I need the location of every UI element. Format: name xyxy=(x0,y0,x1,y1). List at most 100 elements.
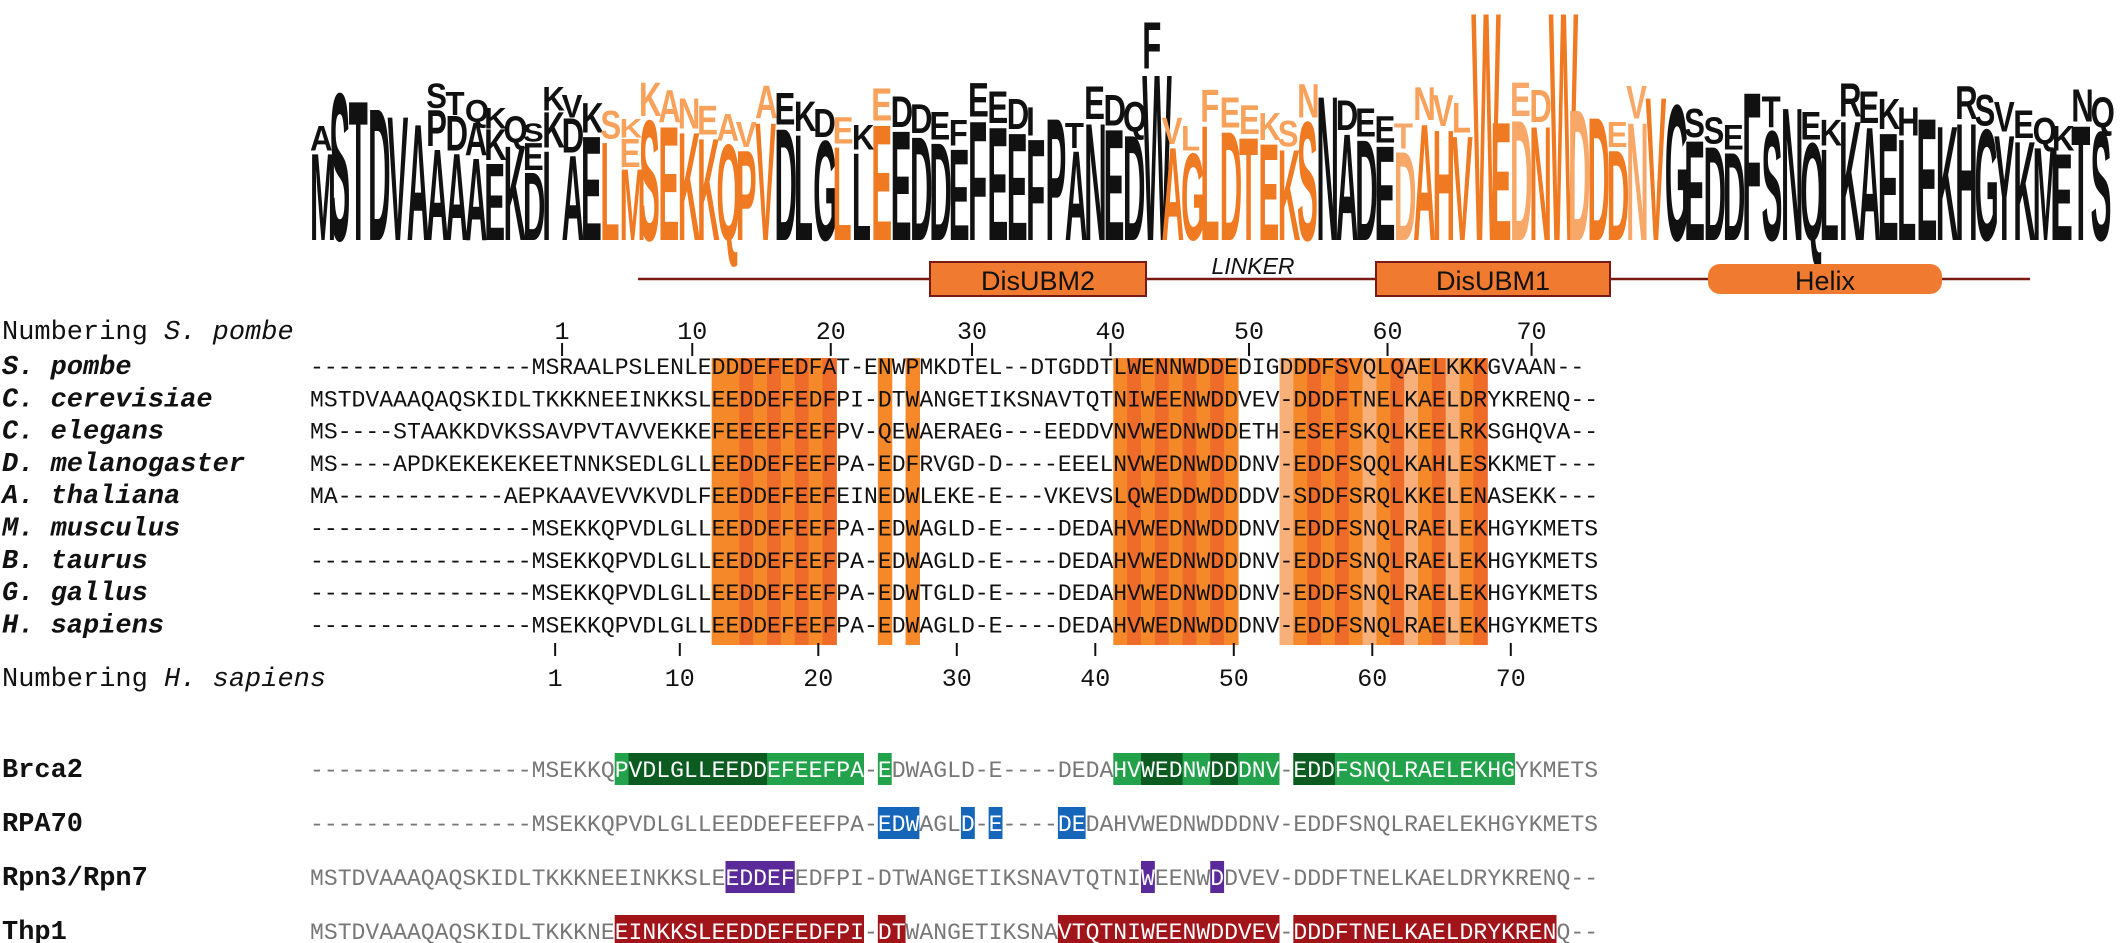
interaction-name: Rpn3/Rpn7 xyxy=(2,864,148,894)
logo-letter: D xyxy=(891,88,914,138)
logo-letter: N xyxy=(678,90,701,138)
conservation-column xyxy=(905,358,920,645)
numbering-top-tick: 30 xyxy=(957,318,987,347)
logo-letter: Q xyxy=(465,94,489,129)
numbering-top-label: Numbering S. pombe xyxy=(2,318,294,348)
logo-letter: K xyxy=(620,114,643,144)
logo-letter: D xyxy=(523,152,546,261)
logo-letter: V xyxy=(1994,93,2015,141)
logo-letter: F xyxy=(1142,9,1161,83)
logo-letter: E xyxy=(871,91,892,276)
numbering-bottom-prefix: Numbering xyxy=(2,665,164,695)
logo-letter: Q xyxy=(716,117,740,270)
numbering-bottom-tick: 10 xyxy=(665,665,695,694)
logo-letter: L xyxy=(852,127,871,267)
logo-letter: M xyxy=(2033,119,2059,269)
logo-letter: D xyxy=(562,108,585,163)
logo-letter: N xyxy=(1316,54,1339,285)
logo-letter: D xyxy=(1607,123,1630,267)
logo-letter: Y xyxy=(1994,106,2015,274)
logo-letter: D xyxy=(1220,99,1243,274)
logo-letter: S xyxy=(639,86,660,278)
logo-letter: K xyxy=(639,72,662,127)
numbering-bottom-tick: 50 xyxy=(1219,665,1249,694)
logo-letter: A xyxy=(658,81,681,133)
logo-letter: M xyxy=(310,129,336,268)
conservation-column xyxy=(711,358,727,645)
logo-letter: D xyxy=(929,114,952,270)
conservation-column xyxy=(1404,358,1419,645)
logo-letter: E xyxy=(775,85,796,135)
logo-letter: N xyxy=(1413,79,1436,131)
numbering-top: Numbering S. pombe 1 10 20 30 40 50 60 70 xyxy=(2,318,1547,356)
logo-letter: N xyxy=(2071,80,2094,132)
logo-letter: F xyxy=(1742,50,1761,286)
logo-letter: P xyxy=(1045,81,1066,277)
logo-letter: E xyxy=(1607,115,1628,156)
logo-letter: K xyxy=(2013,112,2036,271)
interaction-core-span xyxy=(628,753,768,785)
logo-letter: E xyxy=(658,91,679,274)
logo-letter: K xyxy=(542,79,565,118)
conservation-column xyxy=(1113,358,1128,645)
numbering-top-tick: 60 xyxy=(1373,318,1403,347)
conservation-column xyxy=(1168,358,1184,645)
logo-letter: A xyxy=(407,90,430,276)
logo-letter: I xyxy=(542,123,551,267)
logo-letter: L xyxy=(1200,93,1219,276)
logo-letter: K xyxy=(794,92,817,140)
interaction-span xyxy=(1210,861,1225,893)
conservation-column xyxy=(780,358,796,645)
logo-letter: V xyxy=(1433,87,1454,137)
logo-letter: K xyxy=(1936,91,1959,274)
logo-letter: V xyxy=(562,88,584,125)
logo-letter: F xyxy=(968,87,987,278)
conservation-column xyxy=(753,358,768,645)
interaction-core-span xyxy=(1293,753,1335,785)
interaction-span xyxy=(877,807,920,839)
interaction-span xyxy=(960,807,975,839)
conservation-column xyxy=(1418,358,1433,645)
conservation-column xyxy=(1182,358,1197,645)
logo-letter: N xyxy=(1626,87,1649,276)
interaction-span xyxy=(614,915,864,943)
species-name: M. musculus xyxy=(1,515,180,545)
logo-letter: A xyxy=(716,107,739,150)
numbering-bottom-label: Numbering H. sapiens xyxy=(2,665,326,695)
logo-letter: A xyxy=(465,114,488,166)
interaction-span xyxy=(877,915,906,943)
conservation-column xyxy=(1334,358,1350,645)
conservation-column xyxy=(1279,358,1294,645)
conservation-column xyxy=(1127,358,1142,645)
logo-letter: A xyxy=(1858,93,1881,275)
alignment-block: S. pombe ----------------MSRAALPSLENLEDDD… xyxy=(0,353,1598,645)
numbering-top-tick: 50 xyxy=(1234,318,1264,347)
logo-letter: S xyxy=(1297,86,1318,277)
numbering-top-tick: 40 xyxy=(1096,318,1126,347)
logo-letter: G xyxy=(813,110,837,270)
logo-letter: E xyxy=(581,104,602,272)
interaction-core-span xyxy=(1210,753,1238,785)
interaction-block: Brca2 ----------------MSEKKQPVDLGLLEEDDEF… xyxy=(2,753,1598,943)
logo-letter: P xyxy=(426,100,447,158)
logo-letter: E xyxy=(833,111,854,152)
logo-letter: E xyxy=(929,104,950,148)
logo-letter: W xyxy=(1142,25,1172,291)
logo-letter: E xyxy=(697,97,718,143)
logo-letter: V xyxy=(387,80,408,279)
logo-letter: E xyxy=(484,141,505,265)
logo-letter: E xyxy=(1916,81,1937,277)
logo-letter: K xyxy=(2052,120,2075,159)
numbering-top-tick: 70 xyxy=(1517,318,1547,347)
logo-letter: E xyxy=(1220,88,1241,138)
logo-letter: K xyxy=(1839,87,1862,278)
logo-letter: D xyxy=(1007,91,1030,139)
interaction-span xyxy=(877,753,892,785)
logo-letter: S xyxy=(1975,86,1996,136)
logo-letter: A xyxy=(426,123,449,269)
logo-letter: E xyxy=(1684,110,1705,270)
conservation-column xyxy=(1431,358,1447,645)
logo-letter: Q xyxy=(2091,88,2115,138)
species-name: D. melanogaster xyxy=(2,450,245,480)
